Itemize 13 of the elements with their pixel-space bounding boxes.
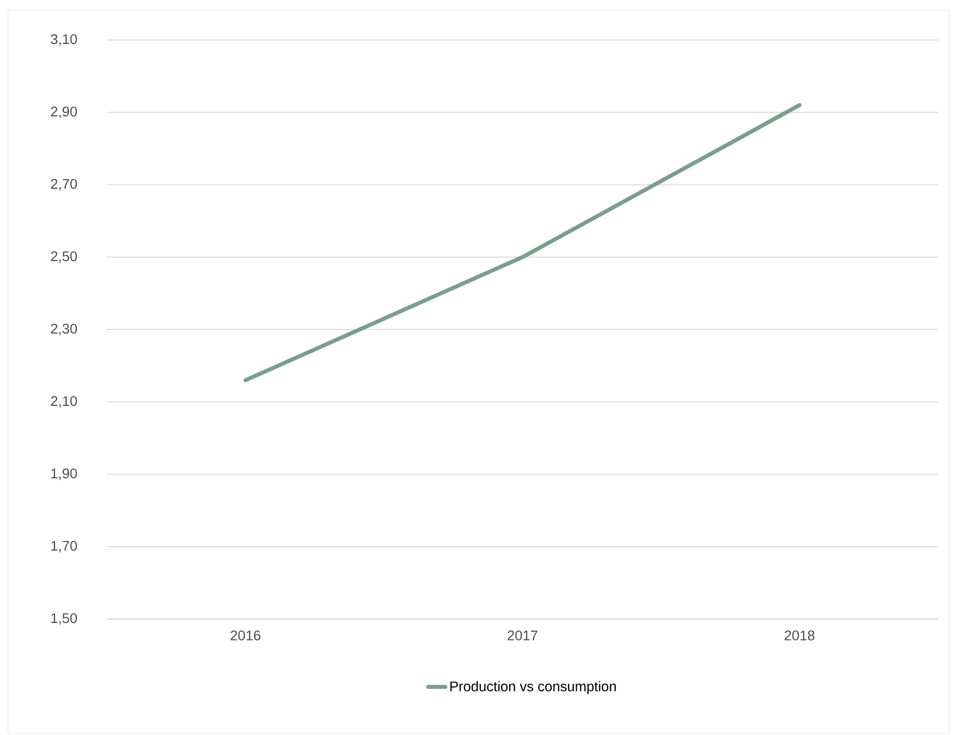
- y-tick-label: 1,70: [51, 540, 77, 552]
- y-tick-label: 1,50: [51, 613, 77, 625]
- y-tick-label: 2,50: [51, 251, 77, 263]
- y-tick-label: 3,10: [50, 34, 77, 46]
- x-tick-label: 2017: [508, 630, 538, 640]
- y-tick-label: 1,90: [51, 468, 77, 480]
- x-tick-label: 2018: [784, 630, 814, 640]
- y-tick-label: 2,70: [51, 178, 77, 191]
- y-tick-label: 2,10: [51, 396, 77, 408]
- x-tick-label: 2016: [230, 630, 260, 640]
- legend-label: Production vs consumption: [450, 681, 616, 694]
- y-tick-label: 2,90: [51, 106, 77, 118]
- y-tick-label: 2,30: [51, 324, 77, 336]
